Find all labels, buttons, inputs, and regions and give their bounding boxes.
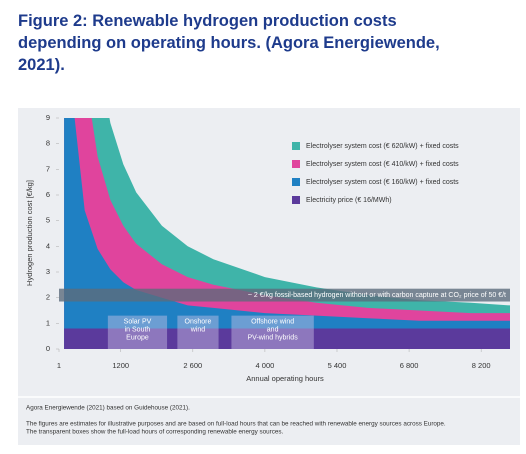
legend-label: Electrolyser system cost (€ 160/kW) + fi… (306, 179, 459, 186)
title-line: 2021). (18, 56, 65, 74)
box-label: Europe (126, 334, 149, 341)
x-tick-label: 8 200 (472, 361, 491, 370)
y-tick-label: 9 (46, 113, 50, 122)
source-box (231, 315, 314, 349)
y-axis-label: Hydrogen production cost [€/kg] (25, 180, 34, 286)
legend-swatch (292, 160, 300, 168)
box-label: and (267, 326, 279, 333)
box-label: in South (125, 326, 151, 333)
x-tick-label: 2 600 (183, 361, 202, 370)
area (64, 328, 510, 349)
y-tick-label: 4 (46, 241, 50, 250)
y-tick-label: 8 (46, 139, 50, 148)
x-tick-label: 1 (57, 361, 61, 370)
box-label: wind (190, 326, 206, 333)
x-tick-label: 6 800 (400, 361, 419, 370)
note: The transparent boxes show the full-load… (26, 429, 284, 436)
y-tick-label: 3 (46, 267, 50, 276)
title-line: depending on operating hours. (Agora Ene… (18, 34, 440, 52)
legend-swatch (292, 178, 300, 186)
legend-label: Electricity price (€ 16/MWh) (306, 197, 392, 204)
legend-label: Electrolyser system cost (€ 410/kW) + fi… (306, 161, 459, 168)
y-tick-label: 1 (46, 318, 50, 327)
fossil-band (59, 288, 510, 302)
x-tick-label: 4 000 (256, 361, 275, 370)
area (64, 118, 510, 349)
x-tick-label: 1200 (112, 361, 129, 370)
legend-label: Electrolyser system cost (€ 620/kW) + fi… (306, 143, 459, 150)
x-tick-label: 5 400 (328, 361, 347, 370)
y-tick-label: 2 (46, 293, 50, 302)
y-tick-label: 0 (46, 344, 50, 353)
band-label: ~ 2 €/kg fossil-based hydrogen without o… (248, 292, 506, 299)
x-axis-label: Annual operating hours (246, 374, 324, 383)
box-label: PV-wind hybrids (248, 334, 299, 341)
legend-swatch (292, 142, 300, 150)
source: Agora Energiewende (2021) based on Guide… (26, 405, 190, 412)
legend-swatch (292, 196, 300, 204)
source-box (177, 315, 219, 349)
note: The figures are estimates for illustrati… (26, 421, 446, 428)
title-line: Figure 2: Renewable hydrogen production … (18, 12, 397, 30)
y-tick-label: 7 (46, 164, 50, 173)
y-tick-label: 5 (46, 216, 50, 225)
box-label: Offshore wind (251, 318, 294, 325)
y-tick-label: 6 (46, 190, 50, 199)
source-box (107, 315, 168, 349)
box-label: Onshore (185, 318, 212, 325)
box-label: Solar PV (124, 318, 152, 325)
